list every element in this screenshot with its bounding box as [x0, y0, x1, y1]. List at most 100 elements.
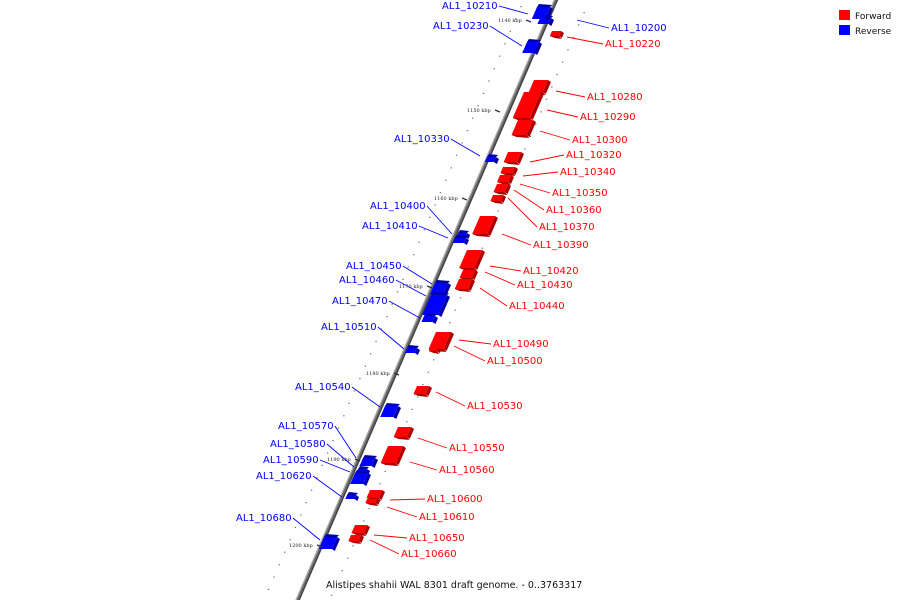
gene-al1-10350 [497, 175, 514, 185]
gene-label[interactable]: AL1_10650 [409, 533, 465, 544]
gene-block-tip [435, 280, 450, 283]
minor-tick [459, 297, 462, 299]
gene-label[interactable]: AL1_10620 [256, 471, 312, 482]
gene-block-face [428, 332, 451, 349]
gene-label[interactable]: AL1_10350 [552, 188, 608, 199]
minor-tick [332, 440, 334, 442]
gene-connector [409, 461, 438, 471]
gene-al1-10370 [490, 195, 506, 204]
gene-label[interactable]: AL1_10340 [560, 167, 616, 178]
gene-label[interactable]: AL1_10660 [401, 549, 457, 560]
gene-connector [546, 109, 579, 118]
gene-connector [326, 443, 355, 468]
position-label: 1140 kbp [498, 18, 522, 24]
gene-label[interactable]: AL1_10390 [533, 240, 589, 251]
gene-connector [555, 90, 586, 98]
gene-label[interactable]: AL1_10590 [263, 455, 319, 466]
legend-swatch [839, 10, 850, 20]
gene-label[interactable]: AL1_10320 [566, 150, 622, 161]
gene-label[interactable]: AL1_10440 [509, 301, 565, 312]
gene-label[interactable]: AL1_10450 [346, 261, 402, 272]
gene-block-side [493, 157, 499, 164]
gene-block-side [544, 7, 553, 21]
gene-label[interactable]: AL1_10400 [370, 201, 426, 212]
position-labels: 1140 kbp 1150 kbp 1160 kbp 1170 kbp 1180 kbp… [289, 18, 532, 549]
gene-label[interactable]: AL1_10600 [427, 494, 483, 505]
gene-label[interactable]: AL1_10610 [419, 512, 475, 523]
minor-tick [488, 80, 490, 82]
gene-label[interactable]: AL1_10420 [523, 266, 579, 277]
position-label: 1190 kbp [327, 457, 351, 463]
minor-tick [406, 421, 408, 423]
gene-label[interactable]: AL1_10530 [467, 401, 523, 412]
gene-block-face [472, 216, 495, 234]
gene-label[interactable]: AL1_10540 [295, 382, 351, 393]
gene-block-face [512, 92, 541, 118]
gene-label[interactable]: AL1_10210 [442, 1, 498, 12]
minor-tick [402, 278, 404, 280]
gene-label[interactable]: AL1_10580 [270, 439, 326, 450]
minor-tick [461, 142, 463, 144]
minor-tick [369, 353, 372, 355]
minor-tick [509, 30, 512, 32]
gene-label[interactable]: AL1_10470 [332, 296, 388, 307]
backbone-line [295, 0, 557, 600]
gene-label[interactable]: AL1_10460 [339, 275, 395, 286]
gene-label[interactable]: AL1_10500 [487, 356, 543, 367]
gene-label[interactable]: AL1_10360 [546, 205, 602, 216]
gene-label[interactable]: AL1_10560 [439, 465, 495, 476]
genome-caption: Alistipes shahii WAL 8301 draft genome. … [326, 580, 582, 591]
gene-label[interactable]: AL1_10490 [493, 339, 549, 350]
minor-tick [416, 396, 419, 398]
minor-tick [504, 43, 506, 45]
gene-block-face [350, 473, 368, 484]
position-label: 1150 kbp [467, 108, 491, 114]
gene-label[interactable]: AL1_10410 [362, 221, 418, 232]
gene-al1-10420 [459, 250, 485, 271]
position-tick [354, 458, 361, 462]
gene-block-tip [454, 289, 471, 292]
gene-block-side [526, 120, 536, 137]
gene-label[interactable]: AL1_10300 [572, 135, 628, 146]
gene-al1-10570 [359, 455, 378, 468]
gene-label[interactable]: AL1_10680 [236, 513, 292, 524]
minor-tick [321, 464, 324, 466]
gene-al1-10620 [345, 492, 359, 501]
gene-al1-10440 [454, 279, 475, 292]
minor-tick [454, 309, 456, 311]
gene-block-face [404, 348, 417, 353]
gene-label[interactable]: AL1_10370 [539, 222, 595, 233]
gene-al1-10210 [531, 4, 553, 21]
minor-tick [427, 371, 429, 373]
gene-label[interactable]: AL1_10220 [605, 39, 661, 50]
minor-tick [578, 24, 580, 26]
minor-tick [368, 508, 370, 510]
gene-label[interactable]: AL1_10330 [394, 134, 450, 145]
gene-block-face [490, 195, 503, 201]
minor-tick [423, 229, 426, 231]
gene-block-tip [549, 36, 562, 39]
minor-tick [455, 154, 458, 156]
gene-block-side [487, 216, 498, 236]
gene-label[interactable]: AL1_10290 [580, 112, 636, 123]
gene-label[interactable]: AL1_10230 [433, 21, 489, 32]
gene-label[interactable]: AL1_10200 [611, 23, 667, 34]
gene-label[interactable]: AL1_10280 [587, 92, 643, 103]
minor-tick [364, 365, 366, 367]
gene-label[interactable]: AL1_10510 [321, 322, 377, 333]
gene-label[interactable]: AL1_10570 [278, 421, 334, 432]
gene-label[interactable]: AL1_10430 [517, 280, 573, 291]
minor-tick [429, 216, 431, 218]
gene-connector [513, 189, 545, 211]
gene-label[interactable]: AL1_10550 [449, 443, 505, 454]
gene-al1-10460 [422, 292, 450, 317]
gene-al1-10450 [430, 280, 451, 296]
gene-block-face [351, 525, 367, 533]
gene-connector [498, 5, 529, 15]
gene-al1-10650 [351, 525, 370, 536]
minor-tick [346, 557, 349, 559]
gene-block-tip [347, 492, 358, 495]
gene-block-side [438, 295, 450, 317]
minor-tick [273, 576, 275, 578]
